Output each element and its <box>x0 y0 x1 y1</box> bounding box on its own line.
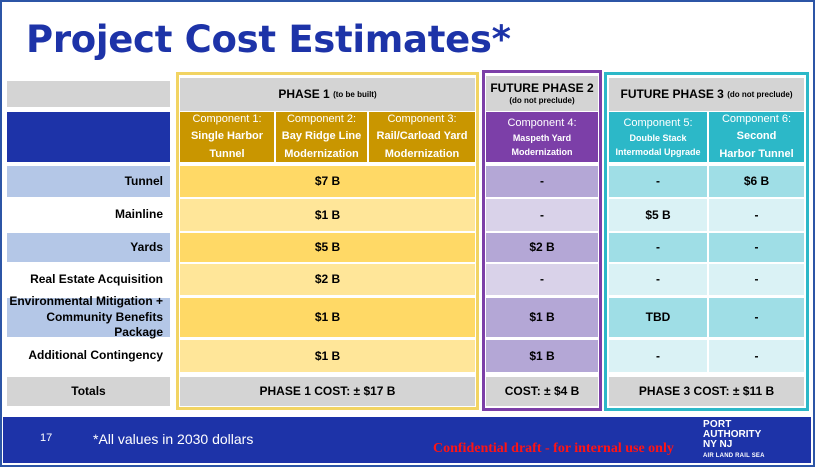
c5-cell-yards: - <box>609 233 707 262</box>
c6-cell-real-estate: - <box>709 264 804 295</box>
component-5-header: Component 5: Double Stack Intermodal Upg… <box>609 112 707 162</box>
label-header-blue <box>7 112 170 162</box>
c5-cell-env-mitigation: TBD <box>609 298 707 337</box>
phase3-header-label: FUTURE PHASE 3 <box>620 87 724 101</box>
component-2-label: Component 2: <box>286 113 357 126</box>
c5-cell-tunnel: - <box>609 166 707 197</box>
phase2-header: FUTURE PHASE 2 (do not preclude) <box>486 76 598 111</box>
phase2-cell-real-estate: - <box>486 264 598 295</box>
footnote: *All values in 2030 dollars <box>93 431 254 447</box>
c5-cell-mainline: $5 B <box>609 199 707 231</box>
phase1-header: PHASE 1 (to be built) <box>180 78 475 111</box>
phase1-cell-yards: $5 B <box>180 233 475 262</box>
phase2-cell-contingency: $1 B <box>486 340 598 372</box>
phase2-header-note: (do not preclude) <box>509 96 575 105</box>
logo-line-3: NY NJ <box>703 439 733 450</box>
c6-cell-contingency: - <box>709 340 804 372</box>
component-3-label: Component 3: <box>387 113 457 126</box>
slide-title: Project Cost Estimates* <box>26 18 511 61</box>
c6-cell-yards: - <box>709 233 804 262</box>
phase2-cell-yards: $2 B <box>486 233 598 262</box>
logo-line-1: PORT <box>703 419 732 430</box>
c5-cell-contingency: - <box>609 340 707 372</box>
phase1-total: PHASE 1 COST: ± $17 B <box>180 377 475 406</box>
phase2-cell-env-mitigation: $1 B <box>486 298 598 337</box>
phase2-total: COST: ± $4 B <box>486 377 598 406</box>
component-4-header: Component 4: Maspeth Yard Modernization <box>486 112 598 162</box>
phase2-cell-mainline: - <box>486 199 598 231</box>
c6-cell-env-mitigation: - <box>709 298 804 337</box>
component-2-name: Bay Ridge Line Modernization <box>281 130 362 160</box>
component-4-name: Maspeth Yard Modernization <box>511 133 573 157</box>
component-4-label: Component 4: <box>507 117 577 130</box>
phase1-header-note: (to be built) <box>333 89 377 99</box>
c5-cell-real-estate: - <box>609 264 707 295</box>
component-3-header: Component 3: Rail/Carload Yard Moderniza… <box>369 112 475 162</box>
phase1-cell-tunnel: $7 B <box>180 166 475 197</box>
component-6-label: Component 6: <box>721 113 792 126</box>
logo-tagline: AIR LAND RAIL SEA <box>703 453 765 459</box>
confidential-notice: Confidential draft - for internal use on… <box>433 441 674 456</box>
component-6-name: Second Harbor Tunnel <box>719 130 794 160</box>
logo-line-2: AUTHORITY <box>703 429 762 440</box>
phase3-header: FUTURE PHASE 3 (do not preclude) <box>609 78 804 111</box>
phase2-cell-tunnel: - <box>486 166 598 197</box>
component-1-header: Component 1: Single Harbor Tunnel <box>180 112 274 162</box>
phase2-header-label: FUTURE PHASE 2 <box>490 81 594 95</box>
component-2-header: Component 2: Bay Ridge Line Modernizatio… <box>276 112 367 162</box>
phase3-header-note: (do not preclude) <box>727 89 793 99</box>
component-6-header: Component 6: Second Harbor Tunnel <box>709 112 804 162</box>
phase1-cell-contingency: $1 B <box>180 340 475 372</box>
label-header-blank <box>7 81 170 107</box>
phase1-cell-mainline: $1 B <box>180 199 475 231</box>
footer-bar <box>3 417 811 463</box>
component-1-label: Component 1: <box>192 113 262 126</box>
page-number: 17 <box>40 432 53 444</box>
component-5-label: Component 5: <box>623 116 693 129</box>
row-label-contingency: Additional Contingency <box>7 340 170 372</box>
row-label-real-estate: Real Estate Acquisition <box>7 264 170 295</box>
component-1-name: Single Harbor Tunnel <box>190 130 264 160</box>
phase1-header-label: PHASE 1 <box>278 87 330 101</box>
component-5-name: Double Stack Intermodal Upgrade <box>615 132 701 157</box>
row-label-mainline: Mainline <box>7 199 170 231</box>
phase1-cell-real-estate: $2 B <box>180 264 475 295</box>
row-label-env-mitigation: Environmental Mitigation + Community Ben… <box>7 294 170 339</box>
phase3-total: PHASE 3 COST: ± $11 B <box>609 377 804 406</box>
row-label-totals: Totals <box>7 377 170 406</box>
row-label-tunnel: Tunnel <box>7 166 170 197</box>
c6-cell-mainline: - <box>709 199 804 231</box>
row-label-yards: Yards <box>7 233 170 262</box>
component-3-name: Rail/Carload Yard Modernization <box>376 130 468 160</box>
phase1-cell-env-mitigation: $1 B <box>180 298 475 337</box>
c6-cell-tunnel: $6 B <box>709 166 804 197</box>
